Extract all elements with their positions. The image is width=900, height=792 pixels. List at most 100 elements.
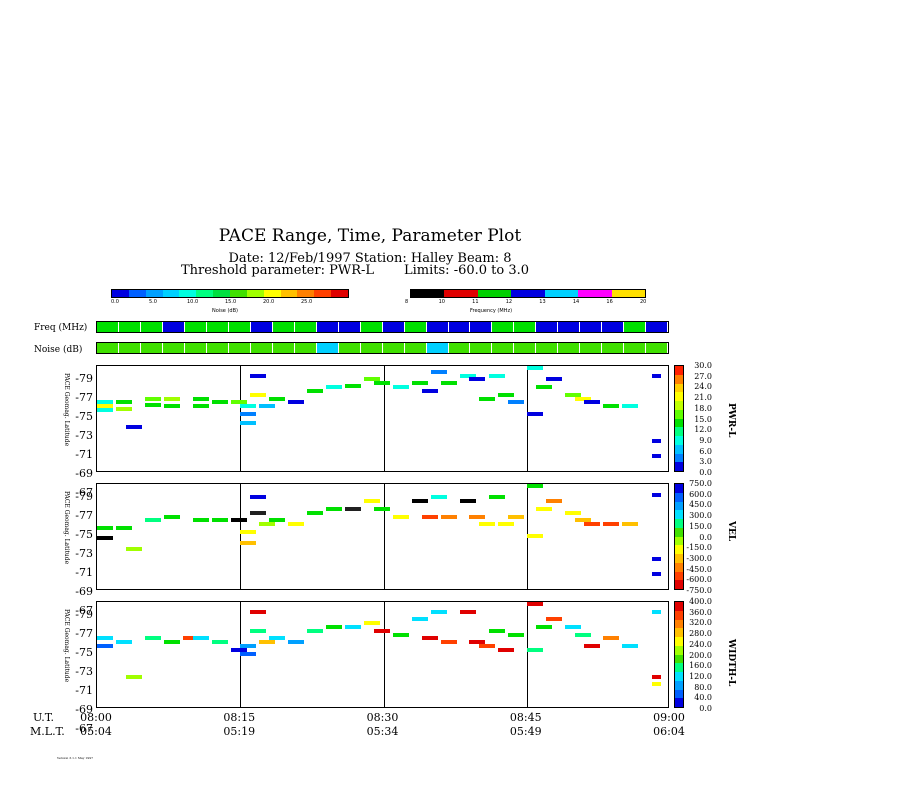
colorbar-swatch [675, 409, 683, 419]
rtp-panel-width-l [96, 601, 669, 708]
colorbar-swatch [675, 645, 683, 655]
data-cell [97, 636, 113, 641]
scale-swatch [544, 290, 579, 297]
data-cell [536, 385, 553, 390]
scale-swatch [145, 290, 163, 297]
colorbar-swatch [675, 562, 683, 572]
time-gridline [240, 484, 242, 589]
mlt-tick-label: 06:04 [653, 725, 685, 738]
time-gridline [240, 366, 242, 471]
y-axis-title: PACE Geomag. Latitude [63, 609, 70, 683]
strip-cell [602, 322, 625, 332]
ut-tick-label: 08:15 [223, 711, 256, 724]
y-tick-label: -73 [75, 665, 93, 678]
colorbar-swatch [675, 689, 683, 699]
ut-tick-label: 08:00 [80, 711, 112, 724]
data-cell [431, 495, 448, 500]
data-cell [364, 621, 381, 626]
data-cell [574, 396, 591, 401]
colorbar-tick-label: 360.0 [689, 607, 712, 617]
strip-cell [360, 322, 383, 332]
scale-swatch [128, 290, 146, 297]
data-cell [440, 640, 457, 645]
colorbar-tick-label: 320.0 [689, 618, 712, 628]
frequency-scale-title: Frequency (MHz) [470, 308, 513, 314]
data-cell [488, 373, 505, 378]
data-cell [268, 396, 285, 401]
data-cell [574, 632, 591, 637]
y-tick-label: -67 [75, 486, 93, 499]
y-axis-title: PACE Geomag. Latitude [63, 373, 70, 447]
data-cell [144, 396, 161, 401]
colorbar-swatch [675, 672, 683, 681]
y-tick-label: -79 [75, 372, 93, 385]
data-cell [421, 514, 438, 519]
colorbar-tick-label: 6.0 [699, 446, 712, 456]
strip-cell [382, 343, 405, 353]
strip-cell [338, 343, 361, 353]
scale-swatch [297, 290, 315, 297]
data-cell [182, 636, 199, 641]
data-cell [526, 411, 543, 416]
y-tick-label: -71 [75, 566, 93, 579]
strip-cell [97, 322, 119, 332]
y-tick-label: -69 [75, 585, 93, 598]
colorbar-swatch [675, 392, 683, 401]
data-cell [498, 522, 515, 527]
data-cell [288, 400, 304, 405]
scale-swatch [314, 290, 332, 297]
strip-cell [382, 322, 405, 332]
data-cell [240, 421, 257, 426]
y-tick-label: -79 [75, 490, 93, 503]
scale-swatch [179, 290, 197, 297]
data-cell [97, 526, 113, 531]
colorbar-swatch [675, 536, 683, 546]
strip-cell [338, 322, 361, 332]
data-cell [259, 640, 276, 645]
scale-swatch [411, 290, 445, 297]
data-cell [393, 385, 410, 390]
strip-cell [162, 343, 185, 353]
data-cell [307, 388, 324, 393]
y-tick-label: -67 [75, 722, 93, 735]
data-cell [652, 453, 661, 458]
data-cell [345, 384, 362, 389]
strip-cell [492, 343, 515, 353]
colorbar-title: WIDTH-L [726, 639, 736, 687]
strip-cell [404, 343, 427, 353]
strip-cell [558, 343, 581, 353]
y-tick-label: -77 [75, 509, 93, 522]
colorbar-swatch [675, 637, 683, 646]
colorbar-swatch [675, 580, 683, 589]
data-cell [249, 628, 266, 633]
ut-tick-label: 08:45 [509, 711, 542, 724]
colorbar-tick-label: 240.0 [689, 639, 712, 649]
data-cell [373, 506, 390, 511]
data-cell [431, 369, 448, 374]
data-cell [652, 571, 661, 576]
colorbar-swatch [675, 383, 683, 393]
colorbar-tick-label: -750.0 [686, 586, 712, 595]
data-cell [584, 522, 601, 527]
data-cell [652, 373, 661, 378]
data-cell [230, 518, 247, 523]
data-cell [545, 617, 562, 622]
data-cell [125, 424, 142, 429]
data-cell [652, 556, 661, 561]
scale-swatch [444, 290, 478, 297]
data-cell [116, 400, 133, 405]
frequency-scale-bar [410, 289, 646, 298]
strip-cell [228, 322, 251, 332]
data-cell [144, 518, 161, 523]
colorbar-swatch [675, 501, 683, 511]
y-tick-label: -77 [75, 391, 93, 404]
data-cell [412, 499, 429, 504]
data-cell [603, 636, 620, 641]
y-tick-label: -75 [75, 410, 93, 423]
freq-row-label: Freq (MHz) [34, 323, 88, 333]
data-cell [564, 392, 581, 397]
mlt-tick-label: 05:34 [366, 725, 399, 738]
time-gridline [526, 602, 528, 707]
y-tick-label: -77 [75, 627, 93, 640]
strip-cell [118, 322, 141, 332]
